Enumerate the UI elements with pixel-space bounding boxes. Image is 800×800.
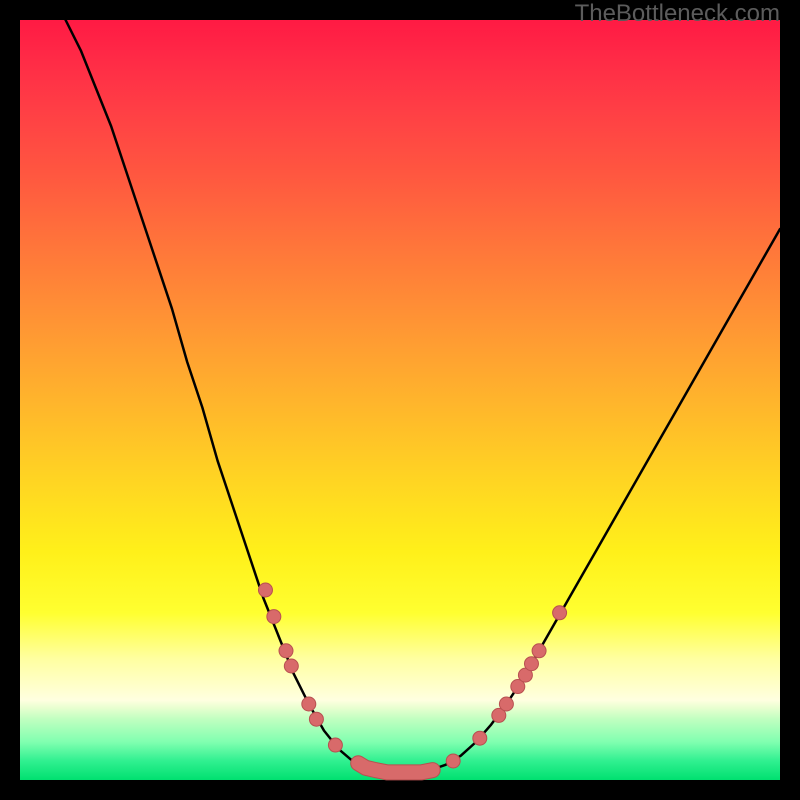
marker-point (524, 657, 538, 671)
watermark-text: TheBottleneck.com (575, 0, 780, 28)
marker-point (532, 644, 546, 658)
marker-point (284, 659, 298, 673)
marker-point (267, 610, 281, 624)
marker-point (553, 606, 567, 620)
marker-point (279, 644, 293, 658)
marker-point (473, 731, 487, 745)
marker-point (258, 583, 272, 597)
chart-stage: TheBottleneck.com (0, 0, 800, 800)
data-markers (20, 20, 780, 780)
marker-point (309, 712, 323, 726)
plot-area (20, 20, 780, 780)
marker-point (499, 697, 513, 711)
marker-point (302, 697, 316, 711)
marker-point (446, 754, 460, 768)
marker-point (328, 738, 342, 752)
